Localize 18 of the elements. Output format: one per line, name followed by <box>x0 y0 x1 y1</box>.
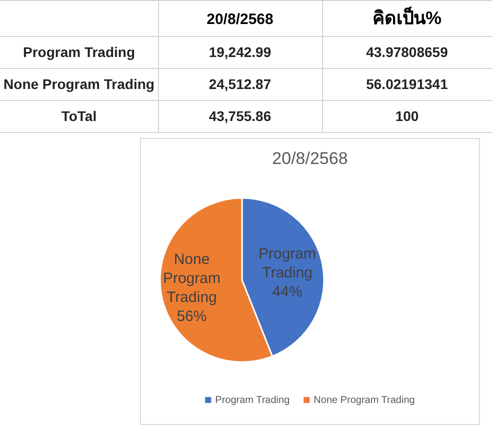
legend-label: None Program Trading <box>314 395 415 406</box>
legend-label: Program Trading <box>215 395 290 406</box>
slice-label: Program Trading <box>258 245 316 282</box>
slice-label: None Program Trading <box>162 251 220 306</box>
text: 100 <box>395 108 419 124</box>
text: 43.97808659 <box>366 44 448 60</box>
text: 24,512.87 <box>208 76 272 92</box>
text: None Program Trading <box>4 76 154 92</box>
text: 19,242.99 <box>208 44 272 60</box>
text: 20/8/2568 <box>206 11 274 28</box>
chart-title: 20/8/2568 <box>272 149 348 168</box>
text: 43,755.86 <box>208 108 272 124</box>
data-label: 56% <box>176 308 207 326</box>
data-label: 44% <box>272 283 302 300</box>
text: Program Trading <box>22 44 136 60</box>
text: 56.02191341 <box>366 76 448 92</box>
text: คิดเป็น% <box>372 6 442 28</box>
text: ToTal <box>61 108 97 124</box>
